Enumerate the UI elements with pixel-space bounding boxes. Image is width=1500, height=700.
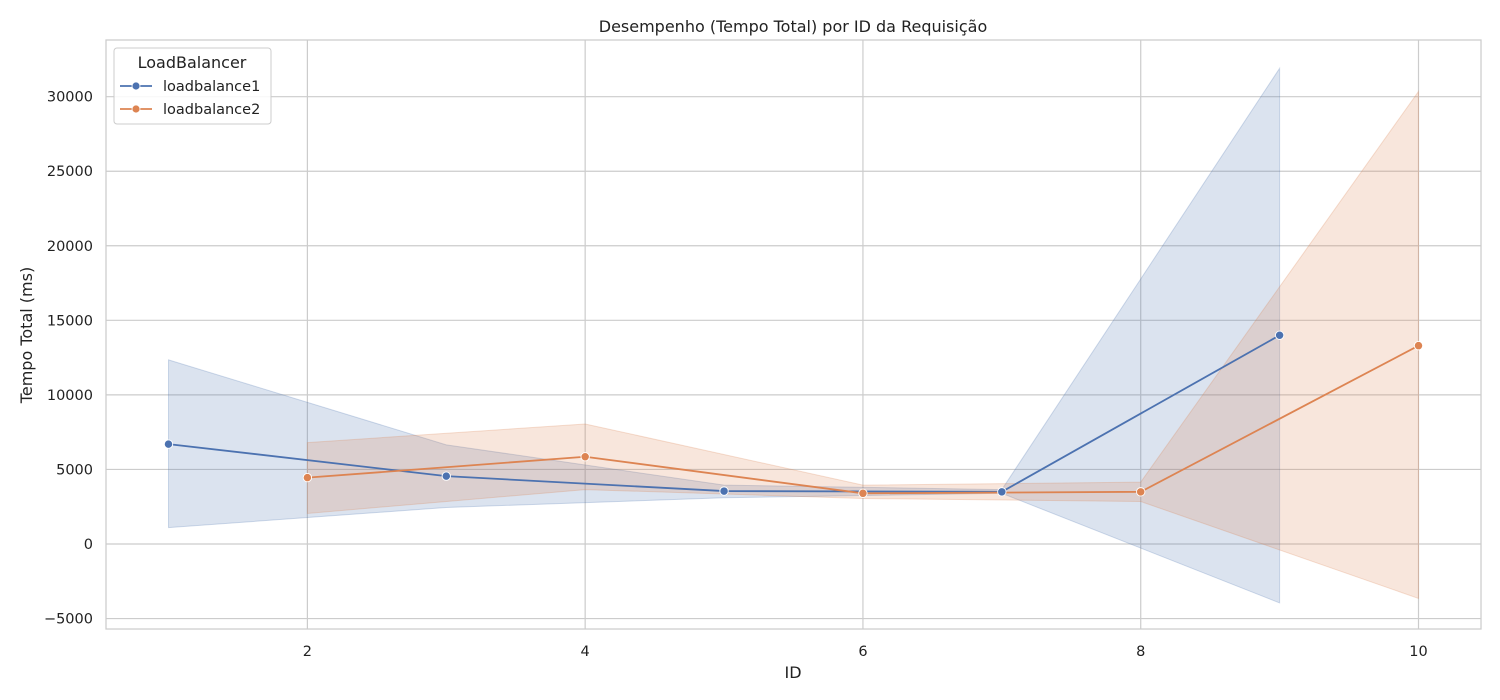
y-tick-labels: −5000 0 5000 10000 15000 20000 25000 30000: [44, 90, 93, 628]
y-tick-label-5000: 5000: [56, 462, 93, 478]
x-tick-label-8: 8: [1136, 644, 1145, 660]
series-markers: [163, 330, 1424, 498]
y-tick-label-10000: 10000: [47, 388, 93, 404]
x-tick-labels: 2 4 6 8 10: [303, 644, 1428, 660]
x-tick-label-6: 6: [858, 644, 867, 660]
legend-box: [113, 47, 272, 125]
x-tick-label-2: 2: [303, 644, 312, 660]
point-loadbalance1-id-1: [163, 439, 174, 449]
legend-label-loadbalance1: loadbalance1: [163, 79, 260, 95]
y-tick-label-30000: 30000: [47, 90, 93, 106]
y-tick-label-20000: 20000: [47, 239, 93, 255]
x-axis-label: ID: [784, 663, 801, 682]
y-tick-label-15000: 15000: [47, 313, 93, 329]
point-loadbalance2-id-4: [580, 452, 590, 462]
x-tick-label-10: 10: [1409, 644, 1427, 660]
legend: LoadBalancer loadbalance1 loadbalance2: [113, 47, 272, 125]
legend-marker-loadbalance2: [131, 104, 141, 114]
y-tick-label-25000: 25000: [47, 164, 93, 180]
y-tick-label-0: 0: [84, 537, 93, 553]
point-loadbalance1-id-9: [1274, 330, 1285, 340]
plot-background: [106, 40, 1481, 629]
point-loadbalance2-id-8: [1136, 487, 1146, 497]
legend-label-loadbalance2: loadbalance2: [163, 102, 260, 118]
point-loadbalance2-id-2: [302, 472, 313, 483]
x-tick-label-4: 4: [581, 644, 590, 660]
point-loadbalance2-id-10: [1413, 341, 1424, 351]
ci-band-loadbalance1: [168, 66, 1281, 604]
ci-band-loadbalance2: [306, 89, 1419, 600]
point-loadbalance2-id-6: [858, 488, 868, 498]
y-tick-label--5000: −5000: [44, 612, 93, 628]
chart-title: Desempenho (Tempo Total) por ID da Requi…: [599, 17, 987, 36]
plot-frame: [105, 39, 1482, 630]
point-loadbalance1-id-3: [441, 471, 451, 481]
grid-lines: [106, 40, 1481, 629]
point-loadbalance1-id-5: [719, 486, 729, 496]
legend-marker-loadbalance1: [131, 81, 141, 91]
y-axis-label: Tempo Total (ms): [17, 267, 36, 404]
point-loadbalance1-id-7: [997, 487, 1007, 497]
legend-title: LoadBalancer: [138, 53, 247, 72]
confidence-bands: [168, 66, 1419, 604]
